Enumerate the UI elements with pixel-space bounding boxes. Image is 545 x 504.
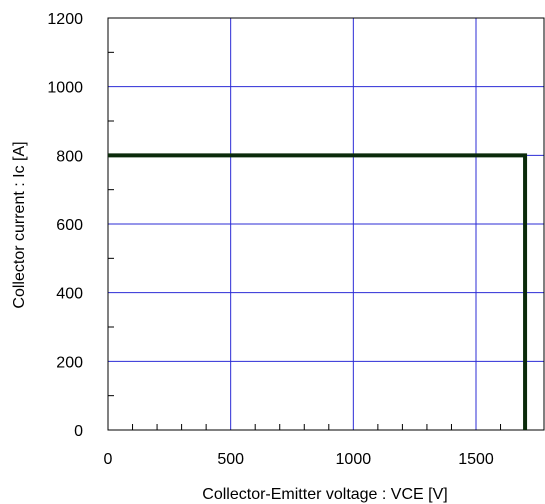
series-layer <box>108 153 528 430</box>
y-tick-labels: 0 200 400 600 800 1000 1200 <box>47 11 83 440</box>
y-axis-label: Collector current : Ic [A] <box>11 141 28 308</box>
y-tick-label: 0 <box>74 423 83 440</box>
x-axis-label: Collector-Emitter voltage : VCE [V] <box>202 486 447 503</box>
x-tick-label: 1500 <box>458 451 494 468</box>
y-tick-label: 400 <box>56 286 83 303</box>
plot-frame <box>107 17 545 431</box>
y-tick-label: 1200 <box>47 11 83 28</box>
y-tick-label: 600 <box>56 217 83 234</box>
grid-lines <box>108 18 544 430</box>
x-tick-label: 1000 <box>336 451 372 468</box>
y-tick-label: 800 <box>56 148 83 165</box>
series-line <box>108 153 528 430</box>
x-tick-labels: 0 500 1000 1500 <box>104 451 494 468</box>
y-tick-label: 1000 <box>47 80 83 97</box>
x-tick-label: 500 <box>217 451 244 468</box>
y-tick-label: 200 <box>56 354 83 371</box>
minor-ticks <box>108 51 526 430</box>
x-tick-label: 0 <box>104 451 113 468</box>
